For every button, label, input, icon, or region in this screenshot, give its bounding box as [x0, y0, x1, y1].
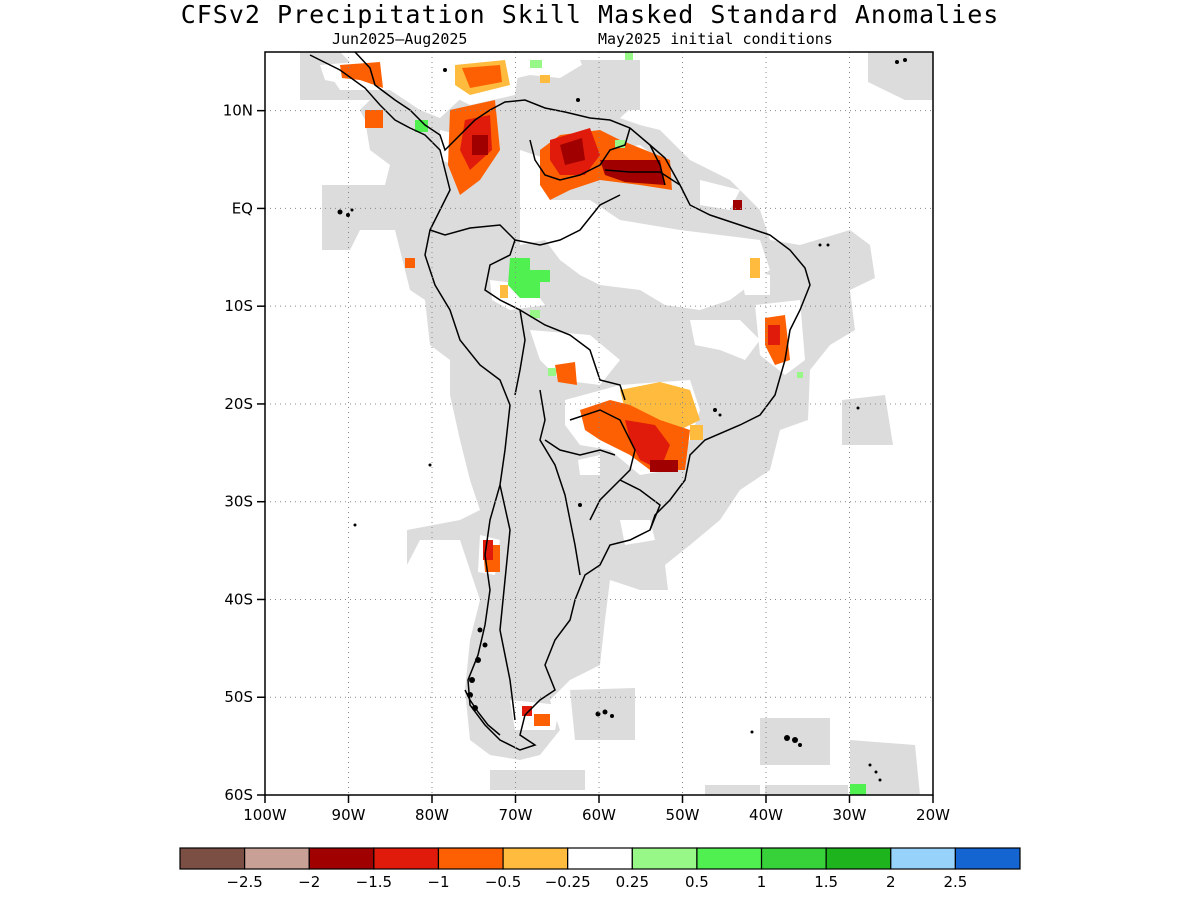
lon-tick-label: 30W: [833, 806, 867, 824]
colorbar-label: 0.5: [685, 873, 709, 891]
lon-tick-label: 20W: [916, 806, 950, 824]
islands: [337, 58, 907, 782]
dry-anomaly-patches: [340, 60, 790, 726]
lon-tick-label: 70W: [499, 806, 533, 824]
lat-tick-label: EQ: [232, 199, 253, 217]
colorbar-label: 2.5: [943, 873, 967, 891]
initial-conditions: May2025 initial conditions: [598, 30, 833, 48]
lat-tick-label: 10S: [224, 297, 253, 315]
wet-anomaly-patches: [415, 52, 866, 795]
lon-tick-label: 40W: [749, 806, 783, 824]
colorbar-swatch: [890, 847, 956, 870]
colorbar-label: −2.5: [226, 873, 262, 891]
colorbar-swatch: [244, 847, 310, 870]
colorbar-swatch: [373, 847, 440, 870]
lat-tick-label: 60S: [224, 786, 253, 804]
colorbar-swatch: [631, 847, 698, 870]
colorbar-label: −1: [427, 873, 449, 891]
colorbar-label: 1.5: [814, 873, 838, 891]
map-title: CFSv2 Precipitation Skill Masked Standar…: [180, 0, 1000, 29]
colorbar-label: −2: [298, 873, 320, 891]
colorbar-swatch: [696, 847, 763, 870]
colorbar-swatch: [954, 847, 1021, 870]
map-field: [265, 52, 933, 795]
lat-tick-label: 10N: [223, 102, 253, 120]
colorbar-swatch: [825, 847, 892, 870]
lon-tick-label: 60W: [582, 806, 616, 824]
lat-tick-label: 30S: [224, 493, 253, 511]
lon-tick-label: 90W: [332, 806, 366, 824]
colorbar: −2.5 −2 −1.5 −1 −0.5 −0.25 0.25 0.5 1 1.5 2 2.5: [179, 847, 1021, 891]
forecast-period: Jun2025–Aug2025: [332, 30, 468, 48]
colorbar-swatch: [179, 847, 246, 870]
colorbar-swatch: [567, 847, 633, 870]
axis-ticks: 10N EQ 10S 20S 30S 40S 50S 60S 100W 90W 80W 70W 60W 5…: [223, 102, 950, 824]
colorbar-swatch: [308, 847, 375, 870]
colorbar-label: 1: [757, 873, 767, 891]
lon-tick-label: 80W: [415, 806, 449, 824]
colorbar-swatch: [502, 847, 569, 870]
lon-tick-label: 50W: [666, 806, 700, 824]
lon-tick-label: 100W: [243, 806, 287, 824]
colorbar-label: −0.5: [485, 873, 521, 891]
lat-tick-label: 20S: [224, 395, 253, 413]
lat-tick-label: 50S: [224, 688, 253, 706]
lat-tick-label: 40S: [224, 590, 253, 608]
colorbar-label: −1.5: [356, 873, 392, 891]
colorbar-label: 0.25: [616, 873, 649, 891]
colorbar-swatch: [760, 847, 827, 870]
continent-outlines: [309, 52, 811, 751]
colorbar-swatch: [437, 847, 504, 870]
colorbar-label: −0.25: [545, 873, 591, 891]
colorbar-label: 2: [886, 873, 896, 891]
